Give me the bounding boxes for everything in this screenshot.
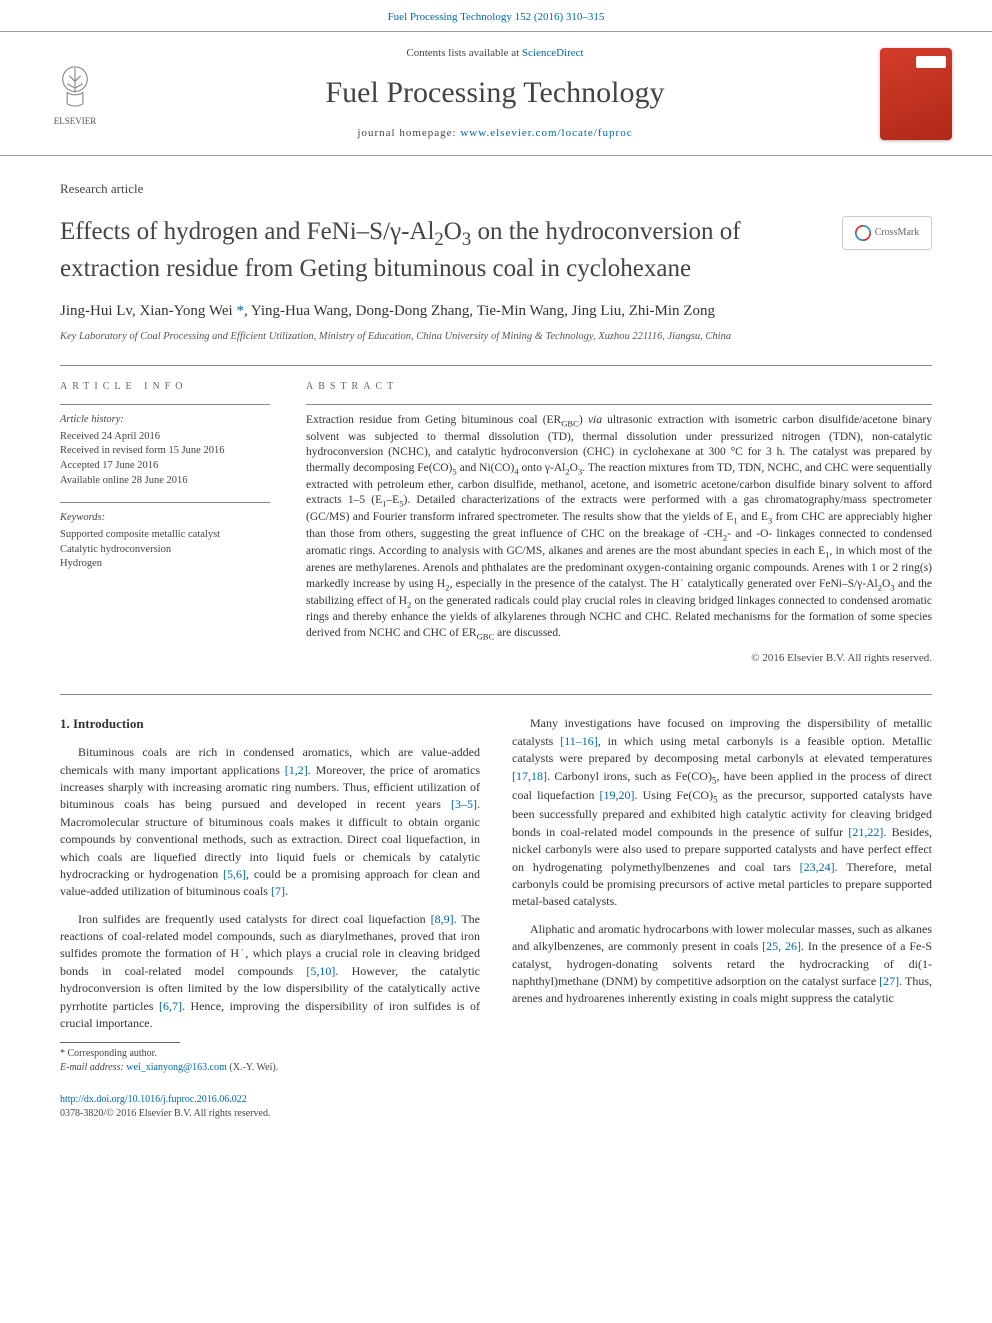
- section-heading: 1. Introduction: [60, 715, 480, 734]
- contents-text: Contents lists available at: [406, 47, 521, 59]
- top-citation: Fuel Processing Technology 152 (2016) 31…: [0, 0, 992, 31]
- email-who: (X.-Y. Wei).: [229, 1062, 278, 1073]
- crossmark-icon: [855, 225, 871, 241]
- footnote-block: * Corresponding author. E-mail address: …: [0, 1032, 992, 1075]
- crossmark-badge[interactable]: CrossMark: [842, 216, 932, 250]
- history-line: Received 24 April 2016: [60, 430, 270, 445]
- history-label: Article history:: [60, 413, 270, 428]
- crossmark-label: CrossMark: [875, 226, 919, 240]
- email-label: E-mail address:: [60, 1062, 124, 1073]
- corresponding-email-link[interactable]: wei_xianyong@163.com: [126, 1062, 227, 1073]
- doi-link[interactable]: http://dx.doi.org/10.1016/j.fuproc.2016.…: [60, 1094, 247, 1105]
- article-info-column: article info Article history: Received 2…: [60, 380, 270, 680]
- journal-name: Fuel Processing Technology: [130, 72, 860, 114]
- masthead: ELSEVIER Contents lists available at Sci…: [0, 31, 992, 156]
- keywords-block: Keywords: Supported composite metallic c…: [60, 502, 270, 572]
- body-paragraph: Bituminous coals are rich in condensed a…: [60, 744, 480, 901]
- keyword: Supported composite metallic catalyst: [60, 528, 270, 543]
- masthead-center: Contents lists available at ScienceDirec…: [130, 46, 860, 141]
- body-paragraph: Aliphatic and aromatic hydrocarbons with…: [512, 921, 932, 1008]
- body-paragraph: Many investigations have focused on impr…: [512, 715, 932, 910]
- elsevier-tree-icon: [47, 59, 103, 115]
- abstract-heading: abstract: [306, 380, 932, 394]
- homepage-label: journal homepage:: [357, 127, 460, 139]
- affiliation: Key Laboratory of Coal Processing and Ef…: [60, 330, 932, 345]
- body-columns: 1. Introduction Bituminous coals are ric…: [0, 695, 992, 1032]
- abstract-copyright: © 2016 Elsevier B.V. All rights reserved…: [306, 651, 932, 666]
- body-paragraph: Iron sulfides are frequently used cataly…: [60, 911, 480, 1033]
- journal-cover-thumb: [880, 48, 952, 140]
- history-line: Accepted 17 June 2016: [60, 459, 270, 474]
- article-history-block: Article history: Received 24 April 2016 …: [60, 404, 270, 488]
- corresponding-author: * Corresponding author.: [60, 1047, 932, 1061]
- keyword: Catalytic hydroconversion: [60, 543, 270, 558]
- page-footer: http://dx.doi.org/10.1016/j.fuproc.2016.…: [0, 1075, 992, 1145]
- publisher-name: ELSEVIER: [54, 115, 97, 128]
- article-info-heading: article info: [60, 380, 270, 394]
- homepage-link[interactable]: www.elsevier.com/locate/fuproc: [460, 127, 632, 139]
- abstract-column: abstract Extraction residue from Geting …: [306, 380, 932, 680]
- abstract-text: Extraction residue from Geting bituminou…: [306, 413, 932, 643]
- article-title: Effects of hydrogen and FeNi–S/γ-Al2O3 o…: [60, 216, 822, 285]
- citation-link[interactable]: Fuel Processing Technology 152 (2016) 31…: [388, 11, 605, 23]
- keyword: Hydrogen: [60, 557, 270, 572]
- issn-line: 0378-3820/© 2016 Elsevier B.V. All right…: [60, 1108, 270, 1119]
- article-type: Research article: [60, 180, 932, 198]
- publisher-logo: ELSEVIER: [40, 54, 110, 134]
- authors: Jing-Hui Lv, Xian-Yong Wei *, Ying-Hua W…: [60, 301, 932, 322]
- sciencedirect-link[interactable]: ScienceDirect: [522, 47, 584, 59]
- history-line: Available online 28 June 2016: [60, 474, 270, 489]
- footnote-rule: [60, 1042, 180, 1043]
- keywords-label: Keywords:: [60, 511, 270, 526]
- history-line: Received in revised form 15 June 2016: [60, 444, 270, 459]
